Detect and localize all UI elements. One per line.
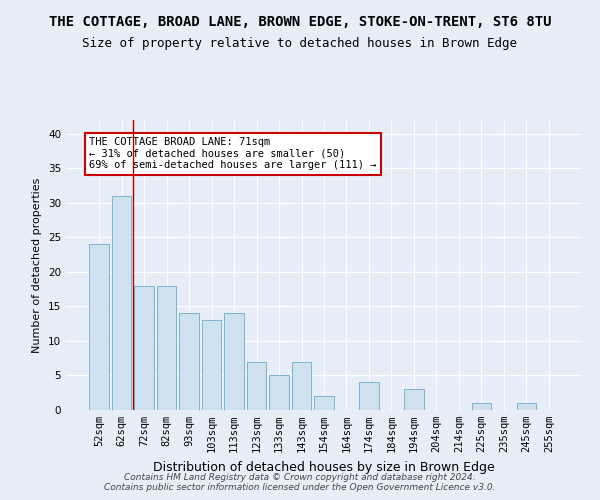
X-axis label: Distribution of detached houses by size in Brown Edge: Distribution of detached houses by size … xyxy=(153,460,495,473)
Text: THE COTTAGE, BROAD LANE, BROWN EDGE, STOKE-ON-TRENT, ST6 8TU: THE COTTAGE, BROAD LANE, BROWN EDGE, STO… xyxy=(49,15,551,29)
Bar xyxy=(404,390,424,410)
Bar xyxy=(224,314,244,410)
Bar xyxy=(269,376,289,410)
Bar xyxy=(89,244,109,410)
Text: Size of property relative to detached houses in Brown Edge: Size of property relative to detached ho… xyxy=(83,38,517,51)
Bar xyxy=(112,196,131,410)
Text: Contains HM Land Registry data © Crown copyright and database right 2024.
Contai: Contains HM Land Registry data © Crown c… xyxy=(104,473,496,492)
Bar xyxy=(157,286,176,410)
Bar xyxy=(359,382,379,410)
Text: THE COTTAGE BROAD LANE: 71sqm
← 31% of detached houses are smaller (50)
69% of s: THE COTTAGE BROAD LANE: 71sqm ← 31% of d… xyxy=(89,138,376,170)
Bar xyxy=(472,403,491,410)
Bar xyxy=(134,286,154,410)
Bar xyxy=(314,396,334,410)
Bar xyxy=(247,362,266,410)
Bar xyxy=(179,314,199,410)
Bar xyxy=(292,362,311,410)
Y-axis label: Number of detached properties: Number of detached properties xyxy=(32,178,43,352)
Bar xyxy=(202,320,221,410)
Bar xyxy=(517,403,536,410)
